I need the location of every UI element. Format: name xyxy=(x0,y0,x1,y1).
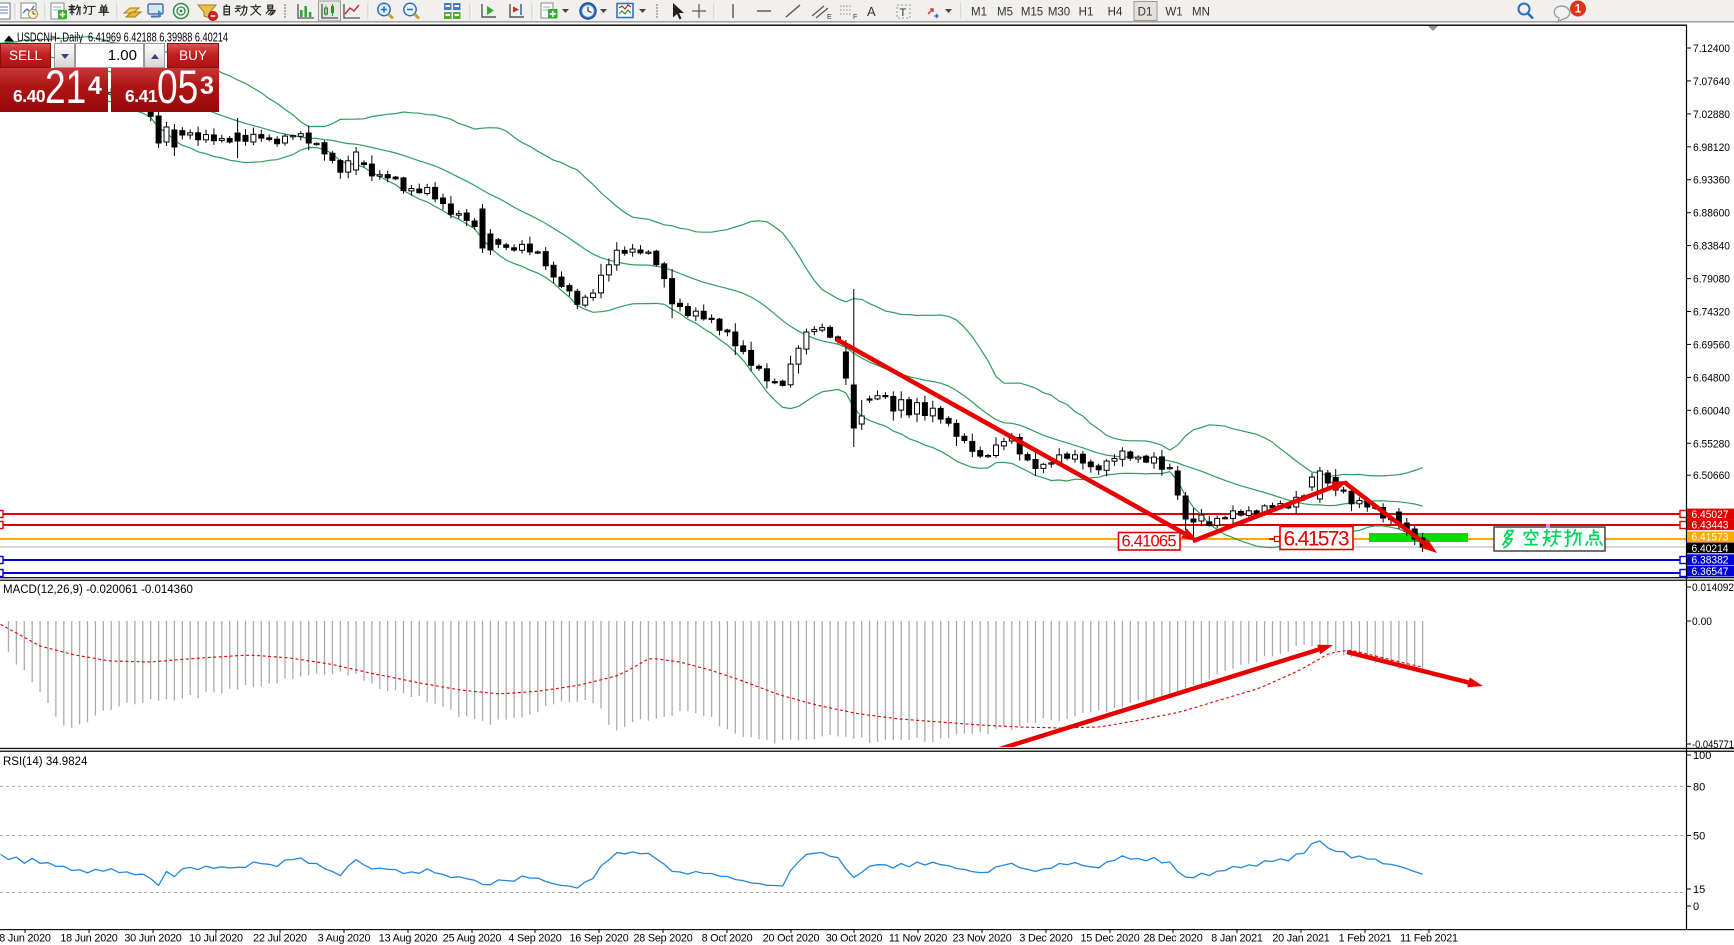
svg-text:RSI(14) 34.9824: RSI(14) 34.9824 xyxy=(3,756,88,768)
svg-text:1: 1 xyxy=(1575,4,1582,16)
svg-text:30 Jun 2020: 30 Jun 2020 xyxy=(124,933,181,945)
svg-text:28 Sep 2020: 28 Sep 2020 xyxy=(633,933,692,945)
svg-text:-0.045771: -0.045771 xyxy=(1692,739,1734,751)
svg-text:18 Jun 2020: 18 Jun 2020 xyxy=(60,933,117,945)
svg-text:15: 15 xyxy=(1693,884,1705,896)
svg-text:M5: M5 xyxy=(997,7,1013,19)
svg-text:23 Nov 2020: 23 Nov 2020 xyxy=(952,933,1011,945)
svg-text:USDCNH-,Daily: USDCNH-,Daily xyxy=(17,31,84,45)
svg-text:7.07640: 7.07640 xyxy=(1693,76,1730,88)
svg-text:100: 100 xyxy=(1693,750,1711,762)
svg-text:MN: MN xyxy=(1192,7,1210,19)
svg-text:0.00: 0.00 xyxy=(1692,616,1712,628)
svg-text:6.79080: 6.79080 xyxy=(1693,274,1730,286)
svg-text:6.43443: 6.43443 xyxy=(1692,520,1729,532)
svg-text:M15: M15 xyxy=(1021,7,1043,19)
svg-text:6.50660: 6.50660 xyxy=(1693,470,1730,482)
svg-text:7.12400: 7.12400 xyxy=(1693,43,1730,55)
svg-text:10 Jul 2020: 10 Jul 2020 xyxy=(189,933,243,945)
svg-text:4 Sep 2020: 4 Sep 2020 xyxy=(508,933,561,945)
svg-text:E: E xyxy=(827,14,832,21)
svg-text:6.45027: 6.45027 xyxy=(1692,509,1729,521)
svg-text:6.40214: 6.40214 xyxy=(1692,543,1729,555)
svg-text:M1: M1 xyxy=(971,7,987,19)
svg-text:8 Oct 2020: 8 Oct 2020 xyxy=(702,933,753,945)
svg-text:11 Feb 2021: 11 Feb 2021 xyxy=(1400,933,1458,945)
svg-text:6.41969 6.42188 6.39988 6.4021: 6.41969 6.42188 6.39988 6.40214 xyxy=(88,31,228,45)
svg-text:28 Dec 2020: 28 Dec 2020 xyxy=(1143,933,1202,945)
svg-text:H4: H4 xyxy=(1108,7,1123,19)
svg-text:F: F xyxy=(853,14,857,21)
svg-text:6.83840: 6.83840 xyxy=(1693,241,1730,253)
svg-text:30 Oct 2020: 30 Oct 2020 xyxy=(826,933,883,945)
svg-text:6.41065: 6.41065 xyxy=(1122,533,1177,551)
svg-text:6.64800: 6.64800 xyxy=(1693,372,1730,384)
svg-text:6.38382: 6.38382 xyxy=(1692,555,1729,567)
svg-text:6.60040: 6.60040 xyxy=(1693,405,1730,417)
svg-text:20 Jan 2021: 20 Jan 2021 xyxy=(1272,933,1329,945)
svg-text:H1: H1 xyxy=(1079,7,1094,19)
svg-text:6.98120: 6.98120 xyxy=(1693,142,1730,154)
svg-text:22 Jul 2020: 22 Jul 2020 xyxy=(253,933,307,945)
svg-text:1 Feb 2021: 1 Feb 2021 xyxy=(1339,933,1392,945)
svg-text:7.02880: 7.02880 xyxy=(1693,109,1730,121)
svg-text:0: 0 xyxy=(1693,901,1699,913)
svg-text:6.69560: 6.69560 xyxy=(1693,339,1730,351)
svg-text:MACD(12,26,9) -0.020061 -0.014: MACD(12,26,9) -0.020061 -0.014360 xyxy=(3,584,193,596)
svg-text:6.74320: 6.74320 xyxy=(1693,307,1730,319)
svg-text:6.41573: 6.41573 xyxy=(1692,532,1729,544)
svg-text:6.55280: 6.55280 xyxy=(1693,438,1730,450)
svg-text:8 Jun 2020: 8 Jun 2020 xyxy=(0,933,51,945)
svg-text:50: 50 xyxy=(1693,831,1705,843)
svg-text:25 Aug 2020: 25 Aug 2020 xyxy=(443,933,502,945)
svg-text:16 Sep 2020: 16 Sep 2020 xyxy=(569,933,628,945)
svg-text:6.88600: 6.88600 xyxy=(1693,208,1730,220)
svg-text:M30: M30 xyxy=(1048,7,1070,19)
svg-text:6.36547: 6.36547 xyxy=(1692,566,1729,578)
svg-text:13 Aug 2020: 13 Aug 2020 xyxy=(379,933,438,945)
svg-text:A: A xyxy=(867,4,876,19)
svg-text:6.93360: 6.93360 xyxy=(1693,175,1730,187)
svg-text:3 Aug 2020: 3 Aug 2020 xyxy=(318,933,371,945)
svg-text:3 Dec 2020: 3 Dec 2020 xyxy=(1019,933,1072,945)
svg-text:8 Jan 2021: 8 Jan 2021 xyxy=(1211,933,1263,945)
svg-text:20 Oct 2020: 20 Oct 2020 xyxy=(763,933,820,945)
svg-text:T: T xyxy=(900,7,907,19)
svg-text:80: 80 xyxy=(1693,781,1705,793)
svg-text:D1: D1 xyxy=(1138,7,1153,19)
svg-text:15 Dec 2020: 15 Dec 2020 xyxy=(1080,933,1139,945)
svg-text:0.014092: 0.014092 xyxy=(1692,582,1734,594)
svg-text:11 Nov 2020: 11 Nov 2020 xyxy=(889,933,947,945)
svg-text:W1: W1 xyxy=(1165,7,1182,19)
svg-text:6.41573: 6.41573 xyxy=(1284,528,1350,551)
